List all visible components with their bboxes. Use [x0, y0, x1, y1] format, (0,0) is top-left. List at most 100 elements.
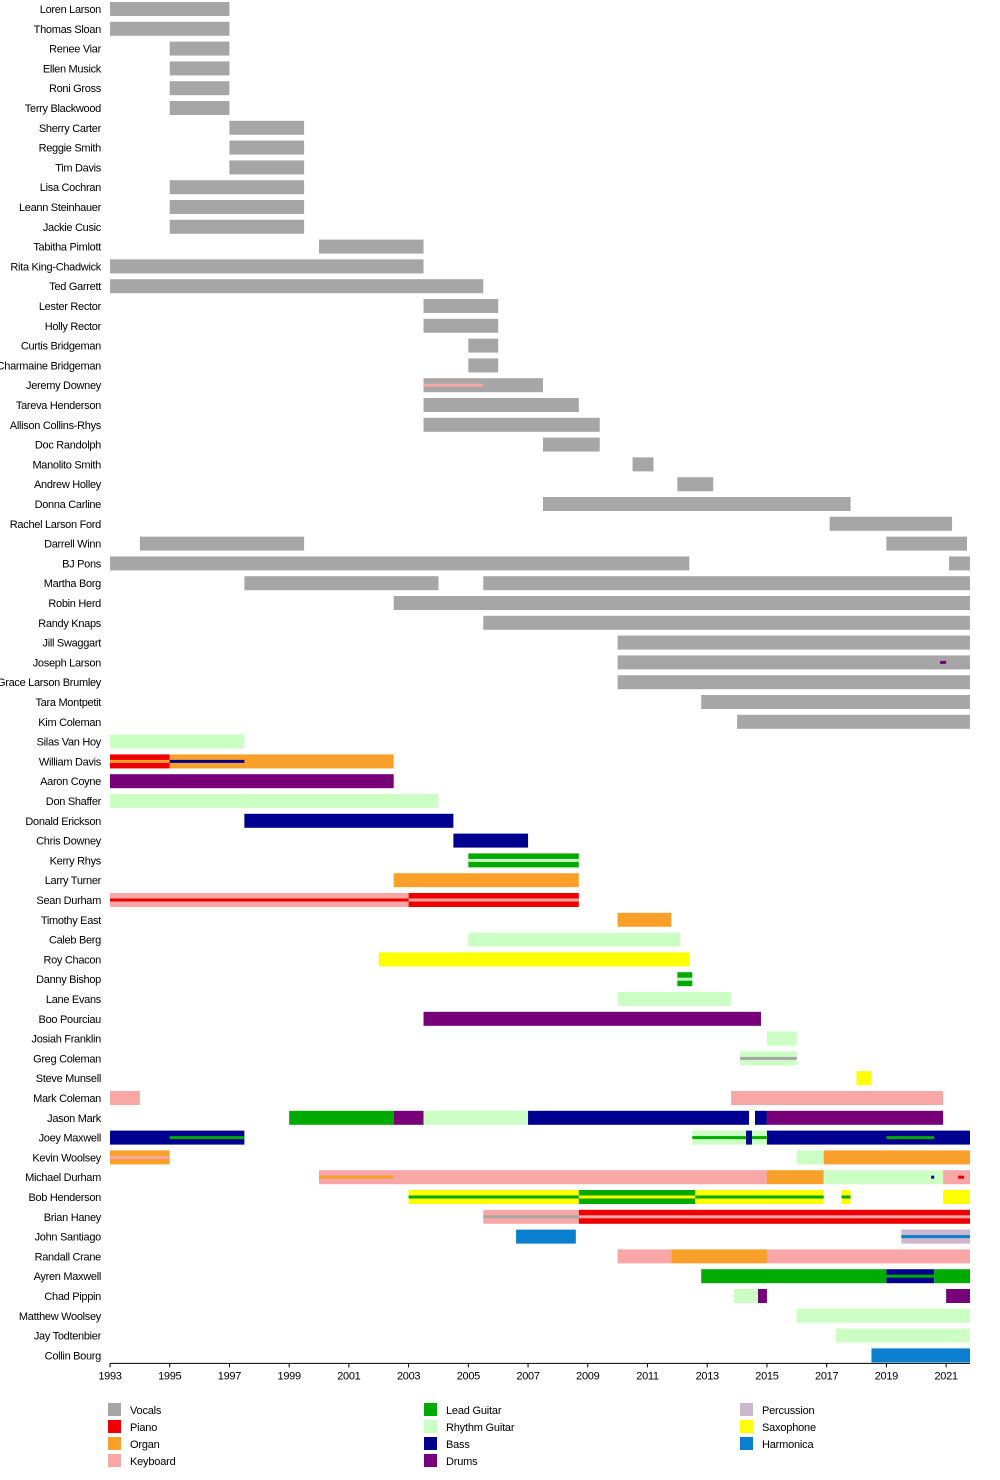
- member-label: Joey Maxwell: [39, 1133, 101, 1145]
- member-label: Larry Turner: [45, 875, 102, 887]
- member-label: Martha Borg: [44, 578, 101, 590]
- role-bar: [423, 1011, 761, 1026]
- role-bar: [617, 635, 970, 650]
- role-bar: [542, 497, 851, 511]
- role-bar: [617, 1249, 672, 1264]
- member-label: Boo Pourciau: [39, 1014, 102, 1026]
- member-label: Thomas Sloan: [34, 24, 102, 36]
- secondary-role-line: [692, 1136, 747, 1140]
- member-label: Renee Viar: [49, 44, 101, 56]
- role-bar: [110, 2, 230, 16]
- member-label: John Santiago: [35, 1232, 102, 1244]
- member-label: Rachel Larson Ford: [10, 519, 101, 531]
- secondary-role-line: [468, 858, 579, 862]
- x-tick-label: 2015: [755, 1370, 778, 1382]
- legend-swatch: [740, 1437, 753, 1450]
- legend-label: Rhythm Guitar: [446, 1422, 515, 1434]
- member-label: Brian Haney: [44, 1212, 102, 1224]
- role-bar: [757, 1289, 767, 1303]
- member-label: Darrell Winn: [44, 539, 101, 551]
- role-bar: [617, 992, 732, 1006]
- legend: Vocals Piano Organ Keyboard Lead Guitar Rhyth…: [108, 1403, 816, 1468]
- role-bar: [169, 61, 230, 76]
- role-bar: [378, 952, 690, 967]
- member-labels: Loren Larson Thomas Sloan Renee Viar Ellen …: [0, 4, 102, 1362]
- role-bar: [169, 81, 230, 96]
- role-bar: [528, 1110, 750, 1125]
- member-label: Collin Bourg: [45, 1350, 102, 1362]
- member-label: Andrew Holley: [34, 479, 102, 491]
- member-label: Chad Pippin: [44, 1291, 101, 1303]
- role-bar: [734, 1289, 758, 1303]
- member-label: Jason Mark: [47, 1113, 102, 1125]
- member-label: Tabitha Pimlott: [33, 242, 101, 254]
- role-bar: [746, 1130, 753, 1145]
- member-label: Lane Evans: [46, 994, 102, 1006]
- role-bar: [755, 1110, 767, 1125]
- role-bar: [737, 714, 970, 729]
- x-tick-label: 2021: [934, 1370, 957, 1382]
- secondary-role-line: [940, 660, 947, 664]
- member-label: Sherry Carter: [39, 123, 102, 135]
- role-bar: [943, 1170, 970, 1185]
- legend-label: Keyboard: [130, 1456, 176, 1468]
- member-label: Joseph Larson: [33, 657, 101, 669]
- secondary-role-line: [578, 1195, 696, 1199]
- secondary-role-line: [578, 1215, 970, 1219]
- secondary-role-line: [319, 1175, 394, 1179]
- role-bar: [823, 1170, 944, 1185]
- x-tick-label: 1999: [278, 1370, 301, 1382]
- role-bar: [946, 1289, 970, 1303]
- member-label: Robin Herd: [48, 598, 101, 610]
- secondary-role-line: [483, 1215, 579, 1219]
- member-label: Kerry Rhys: [50, 855, 102, 867]
- role-bar: [319, 239, 424, 254]
- role-bar: [393, 596, 970, 610]
- member-label: Lester Rector: [39, 301, 102, 313]
- legend-label: Bass: [446, 1439, 470, 1451]
- secondary-role-line: [169, 759, 245, 763]
- legend-label: Vocals: [130, 1405, 162, 1417]
- legend-swatch: [740, 1420, 753, 1433]
- secondary-role-line: [110, 898, 409, 902]
- x-tick-label: 2003: [397, 1370, 420, 1382]
- role-bar: [483, 576, 970, 591]
- x-tick-label: 2007: [516, 1370, 539, 1382]
- member-label: Josiah Franklin: [32, 1034, 102, 1046]
- role-bar: [110, 556, 690, 571]
- member-label: Ellen Musick: [43, 63, 102, 75]
- role-bar: [823, 1150, 970, 1165]
- x-tick-label: 2009: [576, 1370, 599, 1382]
- role-bar: [244, 813, 454, 828]
- secondary-role-line: [408, 898, 579, 902]
- role-bar: [169, 754, 394, 769]
- role-bar: [796, 1150, 824, 1165]
- member-label: Loren Larson: [40, 4, 101, 16]
- role-bar: [468, 338, 499, 353]
- member-label: Rita King-Chadwick: [10, 261, 101, 273]
- legend-swatch: [108, 1420, 121, 1433]
- member-label: Roy Chacon: [43, 954, 101, 966]
- role-bar: [671, 1249, 767, 1264]
- role-bar: [796, 1308, 970, 1323]
- member-label: Sean Durham: [36, 895, 101, 907]
- secondary-role-line: [886, 1136, 935, 1140]
- role-bar: [169, 180, 305, 195]
- member-label: Doc Randolph: [35, 440, 101, 452]
- legend-label: Drums: [446, 1456, 478, 1468]
- legend-swatch: [740, 1403, 753, 1416]
- member-label: Allison Collins-Rhys: [10, 420, 102, 432]
- member-label: Tareva Henderson: [16, 400, 101, 412]
- member-label: Donna Carline: [35, 499, 102, 511]
- secondary-role-line: [423, 383, 484, 387]
- member-label: Kevin Woolsey: [32, 1152, 101, 1164]
- role-bar: [169, 200, 305, 214]
- member-label: Danny Bishop: [36, 974, 101, 986]
- role-bar: [766, 1130, 970, 1145]
- secondary-role-line: [695, 1195, 824, 1199]
- member-label: Curtis Bridgeman: [21, 341, 101, 353]
- secondary-role-line: [677, 977, 693, 981]
- secondary-role-line: [841, 1195, 851, 1199]
- role-bar: [229, 160, 305, 175]
